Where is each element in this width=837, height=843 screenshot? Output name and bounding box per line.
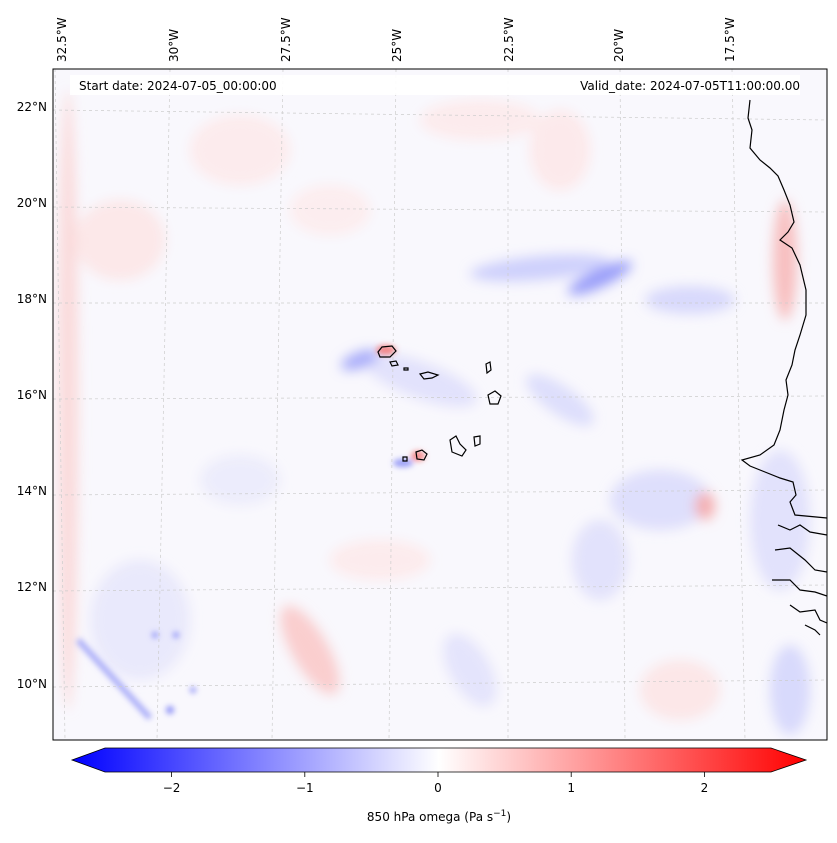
lon-label-27-5w: 27.5°W — [279, 17, 293, 62]
start-date-label: Start date: 2024-07-05_00:00:00 — [79, 79, 277, 93]
lat-label-22n: 22°N — [17, 100, 47, 114]
colorbar-tick-label: 2 — [701, 781, 709, 795]
lon-label-20w: 20°W — [612, 29, 626, 62]
lat-label-10n: 10°N — [17, 677, 47, 691]
lon-label-32-5w: 32.5°W — [55, 17, 69, 62]
colorbar-tick-label: −1 — [296, 781, 314, 795]
colorbar-tick-label: 0 — [434, 781, 442, 795]
map-panel — [53, 69, 827, 740]
valid-date-label: Valid_date: 2024-07-05T11:00:00.00 — [580, 79, 800, 93]
island-sao-nicolau — [418, 371, 440, 380]
longitude-labels: 32.5°W 30°W 27.5°W 25°W 22.5°W 20°W 17.5… — [55, 17, 737, 62]
island-sao-vicente — [389, 360, 399, 367]
lon-label-22-5w: 22.5°W — [502, 17, 516, 62]
island-sal — [485, 361, 492, 375]
colorbar-ticks: −2 −1 0 1 2 — [163, 772, 708, 795]
colorbar-label: 850 hPa omega (Pa s−1) — [367, 809, 511, 824]
colorbar-tick-label: −2 — [163, 781, 181, 795]
omega-field — [58, 90, 810, 735]
lon-label-30w: 30°W — [167, 29, 181, 62]
lat-label-18n: 18°N — [17, 292, 47, 306]
island-fogo — [415, 449, 428, 461]
lat-label-12n: 12°N — [17, 580, 47, 594]
island-brava — [402, 456, 408, 462]
map-frame — [52, 68, 828, 741]
colorbar-bar — [70, 747, 808, 773]
island-santiago — [449, 435, 467, 457]
africa-coastline — [740, 99, 827, 636]
island-santo-antao — [377, 345, 397, 358]
lat-label-20n: 20°N — [17, 196, 47, 210]
coastlines — [377, 99, 827, 636]
colorbar: −2 −1 0 1 2 850 hPa omega (Pa s−1) — [70, 747, 808, 824]
island-maio — [473, 435, 481, 447]
lon-label-25w: 25°W — [390, 29, 404, 62]
lat-label-16n: 16°N — [17, 388, 47, 402]
island-santa-luzia — [403, 367, 409, 371]
header-box — [70, 75, 800, 95]
lon-label-17-5w: 17.5°W — [723, 17, 737, 62]
gridlines — [53, 69, 827, 740]
latitude-labels: 22°N 20°N 18°N 16°N 14°N 12°N 10°N — [17, 100, 47, 691]
colorbar-tick-label: 1 — [567, 781, 575, 795]
lat-label-14n: 14°N — [17, 484, 47, 498]
island-boa-vista — [487, 390, 502, 405]
